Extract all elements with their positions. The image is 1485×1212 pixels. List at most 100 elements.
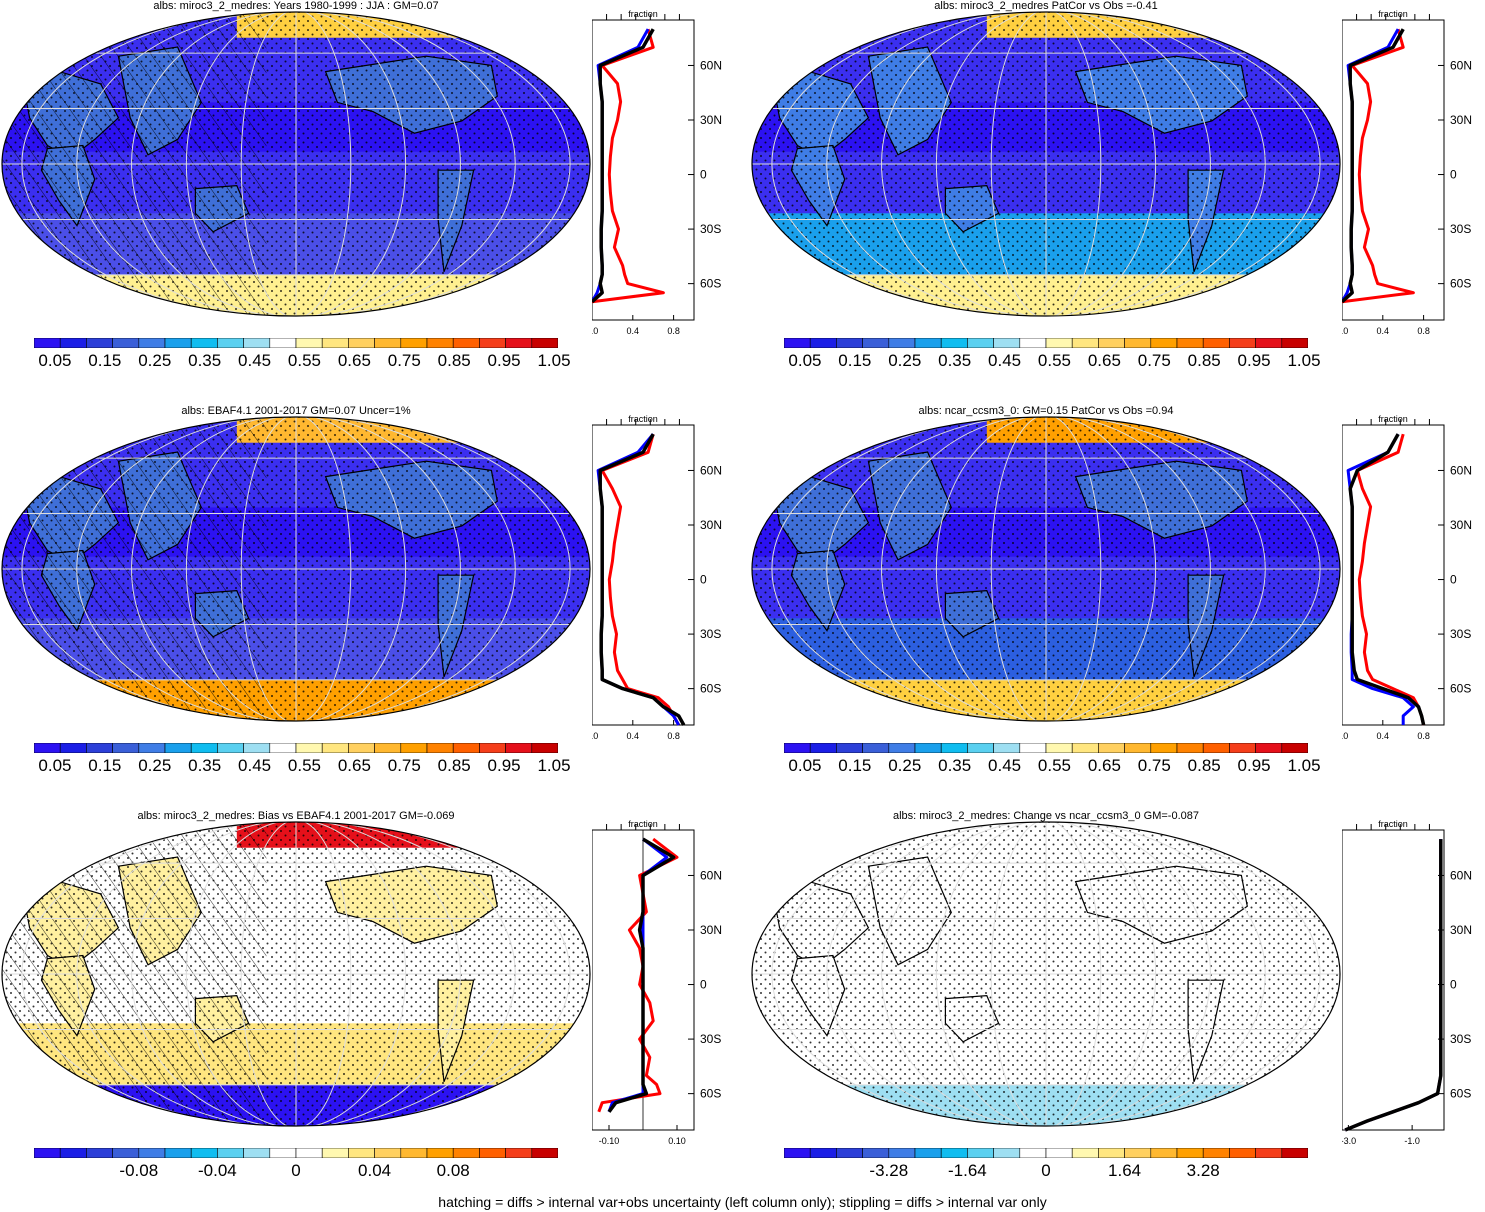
map-meridian [131,822,297,1126]
colorbar-box [400,743,428,753]
profile-lat-label: 30N [700,518,722,532]
colorbar-tick-label: 0.65 [337,351,371,370]
colorbar-box [112,743,140,753]
colorbar-box [1098,338,1125,348]
map-meridian [295,12,352,316]
colorbar-box [1281,743,1308,753]
profile-x-label: 0.10 [668,1136,686,1146]
colorbar-box [1124,1148,1152,1158]
colorbar-tick-label: 0 [1041,1161,1051,1180]
colorbar-box [426,1148,454,1158]
colorbar-box [836,1148,863,1158]
profile-series-line [1342,28,1405,304]
colorbar-box [374,743,402,753]
colorbar-tick-label: -3.28 [869,1161,909,1180]
colorbar-box [1045,743,1073,753]
profile-lat-label: 30N [1450,518,1472,532]
map-meridian [881,417,1047,721]
profile-x-label: 0.0 [592,326,598,336]
colorbar-box [269,338,297,348]
colorbar-tick-label: 0.35 [938,351,972,370]
colorbar-box [505,743,533,753]
colorbar-box [914,338,942,348]
colorbar-box [479,743,506,753]
profile-frame [592,19,695,321]
colorbar-box [888,1148,916,1158]
colorbar-box [1019,743,1047,753]
colorbar-box [531,743,558,753]
colorbar-box [505,1148,533,1158]
colorbar [34,743,558,753]
profile-lat-label: 30N [1450,923,1472,937]
colorbar-box [914,743,942,753]
colorbar-box [1202,743,1230,753]
colorbar [784,1148,1308,1158]
map-meridian [295,417,571,721]
colorbar-box [1071,743,1099,753]
profile-lat-label: 0 [1450,978,1457,992]
colorbar-box [1124,338,1152,348]
map-meridian [76,822,297,1126]
colorbar-box [295,743,323,753]
profile-title: fraction [1378,9,1408,19]
map-meridian [935,417,1047,721]
colorbar-box [112,1148,140,1158]
map-border [1,821,591,1127]
panel-6: albs: miroc3_2_medres: Change vs ncar_cc… [750,810,1485,1210]
colorbar-tick-label: 0.35 [188,351,222,370]
colorbar-box [348,1148,375,1158]
colorbar-box [1281,1148,1308,1158]
colorbar-box [1150,1148,1178,1158]
colorbar-box [1071,1148,1099,1158]
colorbar [784,743,1308,753]
panel-title: albs: miroc3_2_medres PatCor vs Obs =-0.… [934,0,1158,12]
colorbar-box [1229,743,1256,753]
profile-lat-label: 30N [700,923,722,937]
map-meridian [185,417,297,721]
profile-series-line [597,837,679,1113]
colorbar-box [452,338,480,348]
map-meridian [295,822,352,1126]
profile-lat-label: 60N [700,463,722,477]
colorbar-box [1202,338,1230,348]
profile-x-label: 0.8 [1417,731,1430,741]
profile-lat-label: 60S [1450,277,1471,291]
map-meridian [1045,417,1102,721]
profile-x-label: 0.4 [627,731,640,741]
profile-frame [1342,19,1445,321]
colorbar-box [1071,338,1099,348]
map-meridian [771,417,1047,721]
profile-lat-label: 30N [1450,113,1472,127]
zonal-profile: fraction 60N 30N 0 30S 60S -3.0 -1.0 [1342,819,1472,1146]
colorbar-box [1098,743,1125,753]
colorbar-box [531,338,558,348]
colorbar-box [1150,338,1178,348]
colorbar-tick-label: 0.25 [138,351,172,370]
profile-lat-label: 0 [700,573,707,587]
map-meridian [935,822,1047,1126]
colorbar-box [940,338,968,348]
colorbar-tick-label: 0.35 [938,756,972,775]
colorbar-box [400,1148,428,1158]
map-meridian [1045,12,1321,316]
profile-series-line [1342,28,1415,304]
colorbar-box [348,338,375,348]
colorbar-box [1176,743,1204,753]
colorbar-box [321,338,349,348]
map-meridian [295,822,571,1126]
map-meridian [1045,417,1211,721]
colorbar-box [967,338,994,348]
map-meridian [1045,822,1157,1126]
map-meridian [1045,822,1211,1126]
map-border [751,821,1341,1127]
colorbar-box [784,1148,811,1158]
profile-title: fraction [628,9,658,19]
colorbar [784,338,1308,348]
map-meridian [295,417,407,721]
map-meridian [76,417,297,721]
colorbar-box [269,743,297,753]
colorbar-box [1229,1148,1256,1158]
colorbar-box [888,743,916,753]
colorbar-box [967,1148,994,1158]
colorbar-box [940,743,968,753]
